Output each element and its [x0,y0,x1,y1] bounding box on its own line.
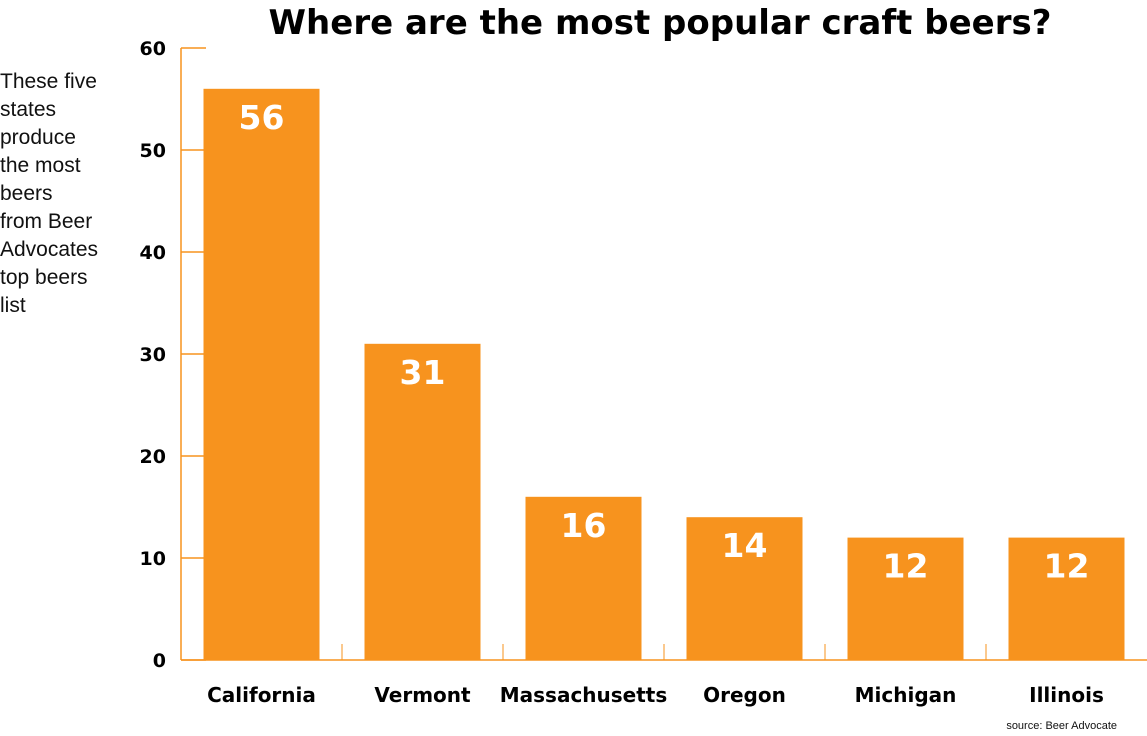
bar-value-label: 14 [722,526,768,565]
bar-value-label: 12 [883,547,929,586]
bar-massachusetts [525,496,642,660]
bar-california [203,88,320,661]
bar-oregon [686,517,803,660]
y-axis: 0 10 20 30 40 50 60 [140,38,206,672]
side-annotation: These five states produce the most beers from… [0,70,98,317]
annotation-line: top beers [0,266,88,289]
annotation-line: beers [0,182,53,205]
x-axis: California Vermont Massachusetts Oregon Mich… [181,644,1147,707]
x-tick-label: Michigan [855,683,957,707]
y-tick-label: 40 [140,242,166,264]
bar-value-label: 16 [561,506,607,545]
y-tick-label: 60 [140,38,166,60]
bar-michigan [847,537,964,660]
annotation-line: list [0,294,26,317]
bar-vermont [364,343,481,660]
bar-value-label: 31 [400,353,446,392]
bar-value-label: 56 [239,98,285,137]
y-tick-label: 10 [140,548,166,570]
x-tick-label: Illinois [1029,683,1104,707]
source-note: source: Beer Advocate [1006,720,1117,732]
bar-value-label: 12 [1044,547,1090,586]
annotation-line: These five [0,70,97,93]
y-tick-label: 30 [140,344,166,366]
annotation-line: from Beer [0,210,92,233]
y-tick-label: 20 [140,446,166,468]
bar-illinois [1008,537,1125,660]
x-tick-label: California [207,683,316,707]
y-tick-label: 50 [140,140,166,162]
bars: 56 31 16 14 12 12 [203,88,1125,661]
x-tick-label: Massachusetts [500,683,668,707]
annotation-line: states [0,98,56,121]
annotation-line: the most [0,154,81,177]
x-tick-label: Oregon [703,683,786,707]
annotation-line: Advocates [0,238,98,261]
x-tick-label: Vermont [374,683,471,707]
annotation-line: produce [0,126,76,149]
y-tick-label: 0 [153,650,166,672]
chart-title: Where are the most popular craft beers? [269,3,1052,43]
